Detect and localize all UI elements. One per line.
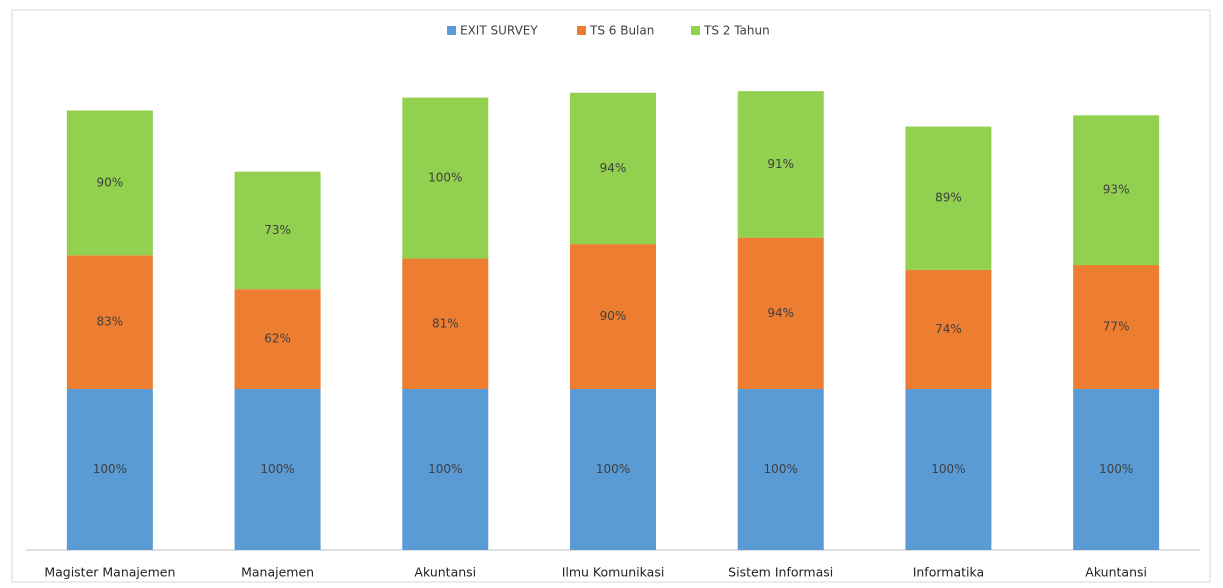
bar-segment bbox=[905, 126, 992, 270]
data-label: 73% bbox=[264, 223, 291, 237]
data-label: 100% bbox=[596, 462, 630, 476]
data-label: 100% bbox=[428, 171, 462, 185]
bar-segment bbox=[905, 269, 992, 389]
data-label: 83% bbox=[97, 315, 124, 329]
data-label: 100% bbox=[260, 462, 294, 476]
x-tick-label: Magister Manajemen bbox=[44, 565, 175, 580]
bar-segment bbox=[66, 110, 153, 256]
bar-segment bbox=[570, 92, 656, 245]
bar-segment bbox=[1073, 115, 1160, 266]
data-label: 100% bbox=[428, 462, 462, 476]
data-label: 93% bbox=[1103, 183, 1130, 197]
bar-segment bbox=[737, 237, 824, 389]
data-label: 94% bbox=[767, 306, 794, 320]
legend-swatch bbox=[577, 26, 586, 35]
data-label: 81% bbox=[432, 316, 459, 330]
bar-segment bbox=[66, 389, 153, 550]
x-tick-label: Sistem Informasi bbox=[728, 565, 833, 580]
bar-segment bbox=[737, 389, 824, 550]
legend-label: EXIT SURVEY bbox=[460, 24, 538, 38]
bar-segment bbox=[234, 389, 321, 550]
data-label: 100% bbox=[1099, 462, 1133, 476]
bar-segment bbox=[402, 258, 489, 389]
data-label: 77% bbox=[1103, 320, 1130, 334]
x-tick-label: Manajemen bbox=[241, 565, 314, 580]
data-label: 100% bbox=[93, 462, 127, 476]
data-label: 94% bbox=[600, 161, 627, 175]
data-label: 89% bbox=[935, 191, 962, 205]
bar-segment bbox=[402, 389, 489, 550]
legend-swatch bbox=[691, 26, 700, 35]
bar-segment bbox=[737, 91, 824, 238]
bar-segment bbox=[234, 289, 321, 389]
bar-segment bbox=[1073, 389, 1160, 550]
data-label: 100% bbox=[931, 462, 965, 476]
x-tick-label: Akuntansi bbox=[1085, 565, 1147, 580]
legend-swatch bbox=[447, 26, 456, 35]
bar-segment bbox=[1073, 265, 1160, 389]
data-label: 90% bbox=[97, 175, 124, 189]
x-tick-label: Informatika bbox=[913, 565, 984, 580]
bar-segment bbox=[66, 255, 153, 389]
bar-segment bbox=[905, 389, 992, 550]
data-label: 62% bbox=[264, 332, 291, 346]
bar-segment bbox=[570, 389, 656, 550]
x-tick-label: Akuntansi bbox=[414, 565, 476, 580]
bar-segment bbox=[402, 97, 489, 259]
legend-label: TS 6 Bulan bbox=[589, 24, 654, 38]
data-label: 91% bbox=[767, 157, 794, 171]
bar-segment bbox=[234, 171, 321, 290]
legend-label: TS 2 Tahun bbox=[703, 24, 770, 38]
data-label: 100% bbox=[764, 462, 798, 476]
data-label: 74% bbox=[935, 322, 962, 336]
bar-segment bbox=[570, 244, 656, 389]
x-tick-label: Ilmu Komunikasi bbox=[562, 565, 665, 580]
data-label: 90% bbox=[600, 309, 627, 323]
